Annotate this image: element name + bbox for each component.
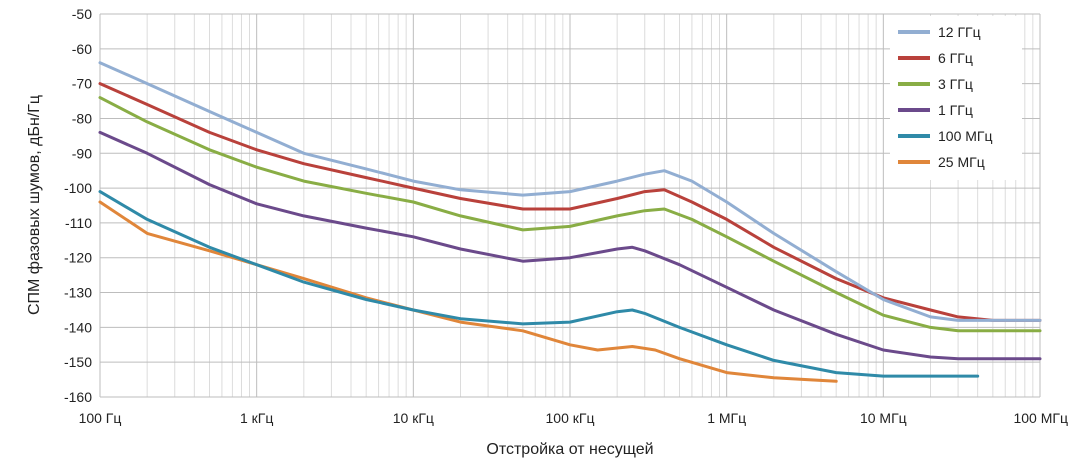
x-tick-label: 100 Гц [79,410,122,426]
y-tick-label: -90 [72,145,92,161]
legend-label: 25 МГц [938,154,985,170]
y-tick-label: -80 [72,110,92,126]
y-tick-label: -50 [72,6,92,22]
series-line [98,61,1042,322]
y-axis-label: СПМ фазовых шумов, дБн/Гц [26,95,43,315]
legend: 12 ГГц 6 ГГц 3 ГГц 1 ГГц 100 МГц 25 МГц [890,16,1022,180]
legend-label: 100 МГц [938,128,993,144]
y-tick-label: -120 [64,250,92,266]
legend-label: 3 ГГц [938,76,973,92]
legend-label: 6 ГГц [938,50,973,66]
series-line [98,200,838,383]
legend-label: 1 ГГц [938,102,973,118]
series-line [98,130,1042,361]
y-tick-label: -130 [64,285,92,301]
y-tick-label: -70 [72,76,92,92]
y-tick-label: -110 [65,215,92,231]
y-axis-ticks: -50 -60 -70 -80 -90 -100 -110 -120 -130 -140 -150 -… [64,6,92,405]
x-tick-label: 1 МГц [707,410,746,426]
series-line [98,96,1042,333]
legend-box [890,16,1022,180]
x-tick-label: 100 МГц [1013,410,1068,426]
legend-label: 12 ГГц [938,24,981,40]
x-axis-label: Отстройка от несущей [486,441,653,458]
minor-grid [146,14,1034,397]
y-tick-label: -60 [72,41,92,57]
y-tick-label: -160 [64,389,92,405]
x-axis-ticks: 100 Гц 1 кГц 10 кГц 100 кГц 1 МГц 10 МГц 100 М… [79,410,1068,426]
y-tick-label: -140 [64,319,92,335]
x-tick-label: 1 кГц [240,410,273,426]
major-grid [99,13,1041,398]
x-tick-label: 100 кГц [546,410,595,426]
series-lines [98,61,1042,383]
y-tick-label: -100 [64,180,92,196]
series-line [98,190,980,378]
x-tick-label: 10 кГц [393,410,434,426]
y-tick-label: -150 [64,354,92,370]
series-line [98,82,1042,322]
x-tick-label: 10 МГц [860,410,907,426]
